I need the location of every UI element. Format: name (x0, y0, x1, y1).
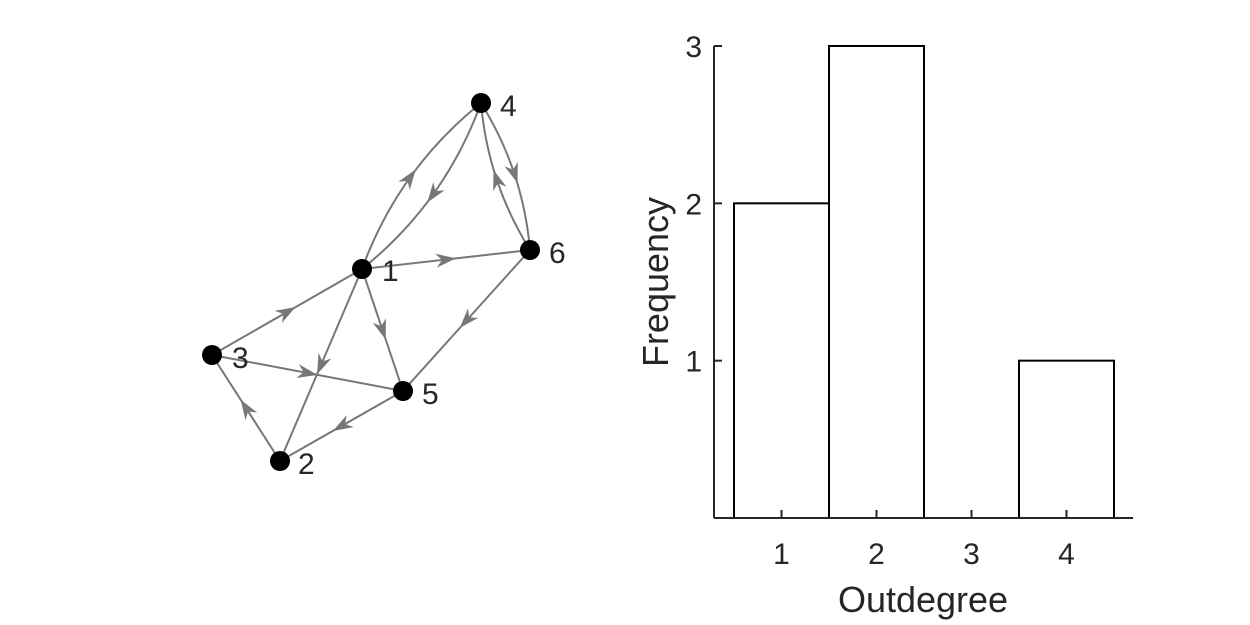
edge-arrow-4-6 (504, 161, 518, 184)
edge-arrow-3-5 (296, 364, 318, 379)
node-label-1: 1 (382, 255, 399, 288)
edge-4-6 (480, 102, 531, 251)
edge-arrow-1-2 (317, 353, 332, 375)
x-axis-label: Outdegree (838, 579, 1008, 620)
node-6 (520, 240, 540, 260)
edge-arrow-5-2 (332, 414, 354, 431)
edge-arrow-3-1 (274, 307, 296, 324)
bar-1 (733, 202, 830, 519)
node-3 (202, 345, 222, 365)
node-label-2: 2 (298, 448, 315, 481)
node-label-4: 4 (500, 90, 517, 123)
edge-6-4 (480, 102, 531, 251)
bar-2 (828, 45, 925, 519)
edge-arrow-2-3 (240, 399, 258, 421)
bars (733, 45, 1115, 519)
edge-arrow-4-1 (427, 182, 445, 203)
node-1 (352, 259, 372, 279)
edge-arrow-1-6 (435, 253, 456, 268)
edge-arrow-1-5 (372, 318, 386, 340)
node-4 (471, 93, 491, 113)
graph-edges (211, 102, 531, 462)
edge-arrow-6-4 (493, 169, 507, 192)
x-tick-label-3: 3 (963, 538, 980, 571)
y-tick-label-1: 1 (685, 346, 702, 379)
edge-arrow-1-4 (398, 169, 416, 190)
node-label-5: 5 (422, 378, 439, 411)
edge-1-4 (361, 102, 482, 270)
x-tick-label-4: 4 (1058, 538, 1075, 571)
node-label-6: 6 (549, 237, 566, 270)
graph-nodes: 1 2 3 4 5 6 (202, 90, 566, 481)
node-5 (393, 381, 413, 401)
outdegree-histogram: 1 2 3 1 2 3 4 Outdegree Frequency (635, 31, 1133, 620)
x-tick-label-2: 2 (868, 538, 885, 571)
y-tick-label-3: 3 (685, 31, 702, 64)
edge-4-1 (361, 102, 482, 270)
graph-panel: 1 2 3 4 5 6 (202, 90, 566, 481)
x-ticks: 1 2 3 4 (773, 510, 1075, 571)
node-label-3: 3 (232, 342, 249, 375)
bar-4 (1018, 359, 1115, 519)
y-ticks: 1 2 3 (685, 31, 722, 379)
edge-arrow-6-5 (459, 308, 479, 328)
x-tick-label-1: 1 (773, 538, 790, 571)
y-axis-label: Frequency (635, 197, 676, 367)
node-2 (270, 451, 290, 471)
y-tick-label-2: 2 (685, 188, 702, 221)
